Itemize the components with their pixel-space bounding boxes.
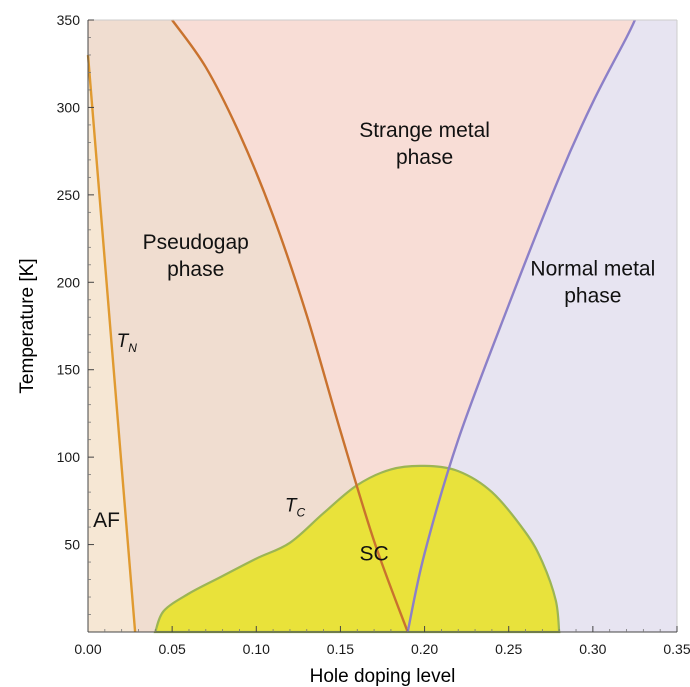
ticks: 0.00 0.05 0.10 0.15 0.20 0.25 0.30 0.35 50 100 150… [57,12,690,657]
x-tick-label: 0.20 [411,641,438,657]
x-tick-label: 0.30 [579,641,606,657]
normal-metal-label: Normal metal phase [530,257,655,307]
x-tick-label: 0.05 [159,641,186,657]
tn-label: TN [117,331,138,355]
pseudogap-region [88,20,408,632]
sc-label: SC [359,542,388,565]
y-tick-label: 300 [57,99,81,115]
tc-label: TC [285,495,306,519]
x-tick-label: 0.15 [327,641,354,657]
x-tick-label: 0.00 [74,641,101,657]
y-axis-title: Temperature [K] [17,258,38,393]
x-tick-label: 0.10 [243,641,270,657]
normal-metal-boundary-curve [406,19,636,633]
region-labels: Strange metal phase Pseudogap phase Normal m… [93,119,655,565]
y-tick-label: 50 [64,537,80,553]
x-axis-title: Hole doping level [310,666,456,687]
y-tick-label: 150 [57,362,81,378]
tc-superconducting-dome [153,464,561,634]
phase-boundary-curves [86,19,636,634]
y-tick-label: 200 [57,274,81,290]
y-tick-label: 350 [57,12,81,28]
af-label: AF [93,509,120,532]
y-tick-label: 250 [57,187,81,203]
x-tick-label: 0.25 [495,641,522,657]
pseudogap-label: Pseudogap phase [143,231,249,281]
axes [87,19,678,633]
pseudogap-boundary-curve [171,19,409,633]
tn-neel-line [86,54,137,633]
x-tick-label: 0.35 [663,641,690,657]
strange-metal-label: Strange metal phase [359,119,490,169]
y-tick-label: 100 [57,449,81,465]
